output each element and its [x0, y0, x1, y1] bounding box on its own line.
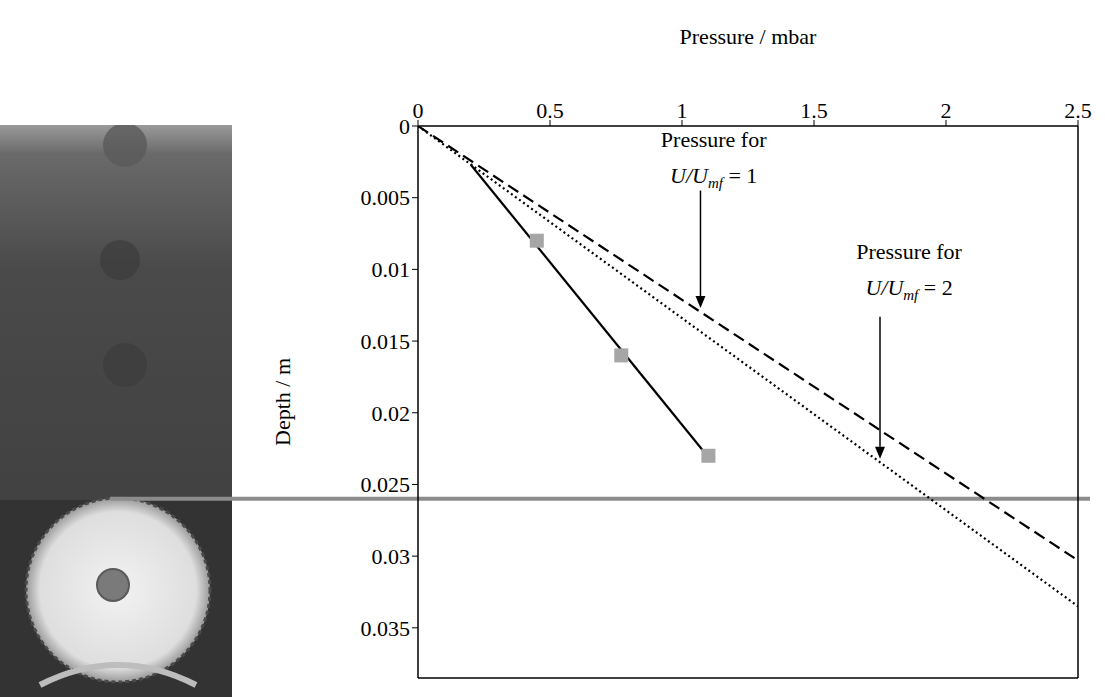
svg-text:2: 2	[941, 98, 952, 123]
svg-text:0.025: 0.025	[361, 472, 411, 497]
svg-text:0.03: 0.03	[372, 544, 411, 569]
svg-text:Pressure for: Pressure for	[661, 126, 767, 151]
svg-text:0.035: 0.035	[361, 616, 411, 641]
svg-text:0.5: 0.5	[536, 98, 564, 123]
svg-text:U/Umf = 1: U/Umf = 1	[670, 162, 757, 191]
svg-text:Pressure / mbar: Pressure / mbar	[680, 24, 818, 49]
svg-text:Pressure for: Pressure for	[856, 238, 962, 263]
svg-text:0: 0	[413, 98, 424, 123]
svg-text:0.02: 0.02	[372, 401, 411, 426]
svg-text:0.005: 0.005	[361, 185, 411, 210]
svg-text:1: 1	[677, 98, 688, 123]
svg-text:0: 0	[399, 114, 410, 139]
svg-text:2.5: 2.5	[1064, 98, 1092, 123]
svg-text:0.015: 0.015	[361, 329, 411, 354]
svg-text:U/Umf = 2: U/Umf = 2	[865, 274, 952, 303]
svg-text:1.5: 1.5	[800, 98, 828, 123]
svg-text:0.01: 0.01	[372, 257, 411, 282]
svg-text:Depth / m: Depth / m	[270, 358, 295, 446]
